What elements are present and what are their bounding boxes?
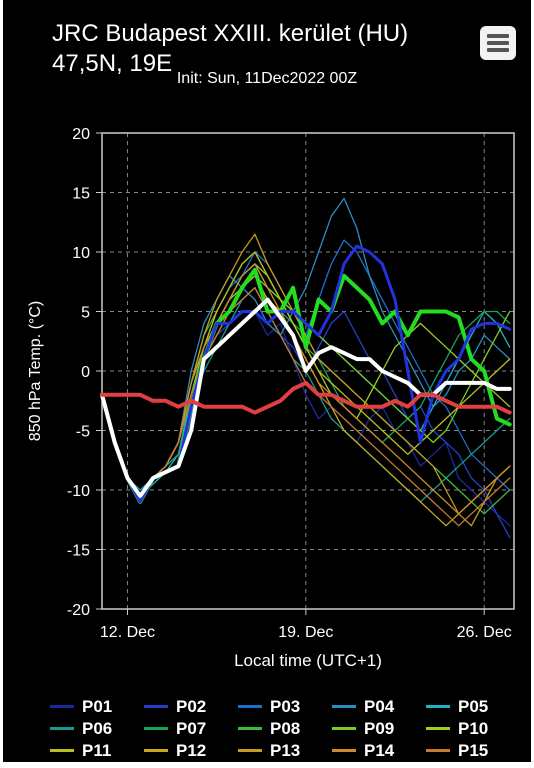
menu-bar-icon [487,41,509,45]
y-tick-label: 0 [81,364,90,381]
x-tick-label: 26. Dec [457,624,512,641]
init-subtitle: Init: Sun, 11Dec2022 00Z [176,70,358,87]
legend-line-swatch [50,727,74,730]
legend-item-p12[interactable]: P12 [144,741,238,760]
legend-item-p04[interactable]: P04 [332,697,426,716]
legend-line-swatch [332,727,356,730]
legend-line-swatch [50,749,74,752]
legend-label: P10 [458,718,489,738]
legend-item-p15[interactable]: P15 [426,741,520,760]
x-tick-label: 12. Dec [100,624,155,641]
legend-line-swatch [332,749,356,752]
x-axis-label: Local time (UTC+1) [234,651,382,670]
legend-label: P02 [176,696,207,716]
y-axis-label: 850 hPa Temp. (°C) [27,301,44,441]
x-tick-label: 19. Dec [278,624,333,641]
legend-line-swatch [238,749,262,752]
legend-item-p02[interactable]: P02 [144,697,238,716]
legend-label: P07 [176,718,207,738]
page-title: JRC Budapest XXIII. kerület (HU) 47,5N, … [52,20,409,77]
legend-label: P08 [270,718,301,738]
legend-label: P06 [82,718,113,738]
y-tick-label: -20 [67,602,90,619]
legend-label: P09 [364,718,395,738]
legend-label: P01 [82,696,113,716]
y-tick-label: -5 [76,424,90,441]
legend-item-p14[interactable]: P14 [332,741,426,760]
legend-label: P15 [458,740,489,760]
legend-item-p07[interactable]: P07 [144,719,238,738]
hamburger-menu-button[interactable] [480,26,516,60]
y-tick-label: -15 [67,543,90,560]
legend-item-p13[interactable]: P13 [238,741,332,760]
legend-line-swatch [144,727,168,730]
legend-item-p11[interactable]: P11 [50,741,144,760]
y-tick-label: -10 [67,483,90,500]
legend-line-swatch [426,727,450,730]
menu-bar-icon [487,48,509,52]
legend-item-p09[interactable]: P09 [332,719,426,738]
legend: P01 P02 P03 P04 P05 P06 P07 P08 P09 P10 P11 P12 P13 P… [50,697,530,760]
legend-line-swatch [144,705,168,708]
series-line-climate [100,380,512,415]
legend-line-swatch [50,705,74,708]
legend-label: P03 [270,696,301,716]
y-tick-label: 10 [72,245,90,262]
legend-label: P11 [82,740,112,760]
legend-item-p05[interactable]: P05 [426,697,520,716]
legend-item-p06[interactable]: P06 [50,719,144,738]
legend-item-p01[interactable]: P01 [50,697,144,716]
legend-item-p03[interactable]: P03 [238,697,332,716]
legend-label: P12 [176,740,207,760]
plot-area [101,132,515,610]
y-tick-label: 5 [81,305,90,322]
menu-bar-icon [487,34,509,38]
y-tick-label: 15 [72,186,90,203]
legend-label: P05 [458,696,489,716]
legend-label: P14 [364,740,395,760]
legend-line-swatch [238,705,262,708]
legend-label: P04 [364,696,395,716]
series-line-ensemble-mean [100,297,512,498]
legend-label: P13 [270,740,301,760]
legend-line-swatch [144,749,168,752]
legend-line-swatch [426,749,450,752]
temperature-chart: -20 -15 -10 -5 0 5 10 15 20 12. Dec 19. Dec 26. Dec… [27,126,515,670]
legend-item-p08[interactable]: P08 [238,719,332,738]
legend-line-swatch [332,705,356,708]
y-tick-label: 20 [72,126,90,143]
legend-line-swatch [426,705,450,708]
chart-frame [3,0,531,762]
legend-item-p10[interactable]: P10 [426,719,520,738]
legend-line-swatch [238,727,262,730]
